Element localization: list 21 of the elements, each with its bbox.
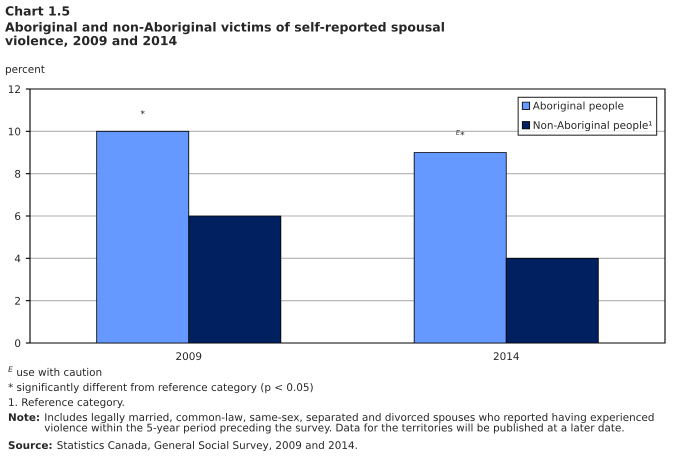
y-tick-label: 8 (15, 170, 20, 178)
text: $^{E}$ use with caution (8, 366, 102, 376)
y-axis-title: percent (6, 66, 45, 76)
x-tick-label: 2014 (494, 352, 519, 360)
y-tick-label: 4 (14, 254, 20, 262)
x-tick-label: 2009 (176, 352, 202, 360)
legend-label: Non-Aboriginal people¹ (534, 120, 652, 132)
y-tick-label: 12 (8, 85, 20, 93)
y-tick-label: 2 (15, 296, 20, 305)
annotation: * (140, 110, 145, 114)
chart-title: Chart 1.5 (6, 6, 70, 16)
text: 1. Reference category. (9, 398, 124, 408)
y-tick-label: 0 (15, 339, 20, 348)
chart-subtitle: Aboriginal and non-Aboriginal victims of self-reported spousal violence, 2009 and 2014 (5, 22, 444, 47)
text: * significantly different from reference category (p < 0.05) (8, 383, 313, 394)
legend-label: Aboriginal people (532, 102, 624, 112)
text: Note: Includes legally married, common-law, same-sex, separated and divorced spouses who reported having experienced violence within the 5-year period preceding the survey. Data for the territories will be published at a later date. (8, 413, 654, 434)
annotation: $^{E}$* (456, 130, 464, 136)
source-note: Source: Statistics Canada, General Social Survey, 2009 and 2014. (8, 441, 357, 452)
y-tick-label: 10 (8, 128, 20, 136)
y-tick-label: 6 (15, 212, 20, 220)
